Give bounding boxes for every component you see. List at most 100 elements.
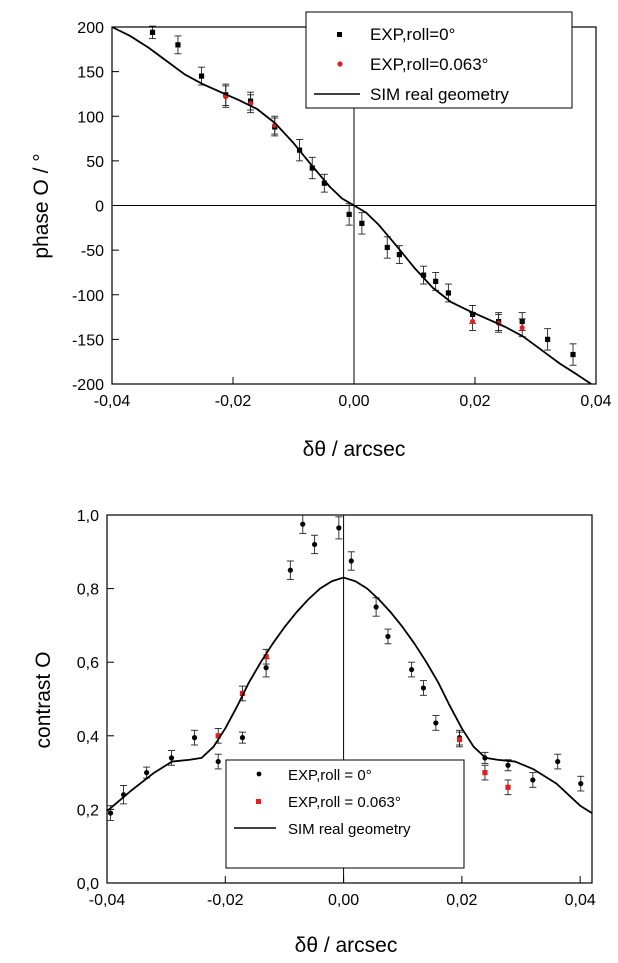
contrast-series0-point-21 bbox=[529, 772, 537, 788]
contrast-series1-point-3 bbox=[456, 731, 464, 748]
phase-marker-square bbox=[346, 211, 352, 218]
phase-marker-square bbox=[396, 251, 402, 258]
contrast-marker-square bbox=[482, 770, 488, 776]
contrast-marker-circle bbox=[555, 758, 561, 765]
contrast-x-axis-label: δθ / arcsec bbox=[295, 934, 398, 957]
phase-marker-square bbox=[321, 180, 327, 186]
phase-y-tick-label: -150 bbox=[72, 332, 104, 349]
contrast-marker-circle bbox=[409, 666, 415, 673]
contrast-series1-point-5 bbox=[504, 779, 512, 796]
contrast-marker-circle bbox=[300, 521, 306, 527]
contrast-y-tick-label: 0,2 bbox=[77, 802, 99, 819]
contrast-legend-label-exp-roll0: EXP,roll = 0° bbox=[288, 767, 372, 784]
contrast-marker-square bbox=[263, 654, 269, 660]
phase-series1-point-0 bbox=[222, 85, 230, 108]
phase-legend-marker-exp-roll063 bbox=[337, 61, 343, 67]
phase-marker-square bbox=[445, 290, 451, 296]
contrast-series0-point-14 bbox=[384, 628, 392, 645]
contrast-plot-frame bbox=[106, 514, 593, 884]
phase-marker-circle bbox=[469, 318, 476, 325]
contrast-y-tick-label: 0,0 bbox=[77, 876, 99, 893]
contrast-marker-square bbox=[505, 784, 511, 790]
phase-x-tick-label: -0,04 bbox=[94, 393, 131, 410]
contrast-series0-point-11 bbox=[335, 516, 343, 540]
phase-y-tick-label: 200 bbox=[77, 20, 104, 37]
phase-marker-square bbox=[384, 244, 390, 251]
phase-legend-label-sim: SIM real geometry bbox=[370, 85, 509, 104]
phase-series0-point-20 bbox=[569, 343, 577, 366]
phase-series1-point-2 bbox=[271, 115, 279, 135]
phase-legend-label-exp-roll063: EXP,roll=0.063° bbox=[370, 55, 489, 74]
contrast-marker-circle bbox=[168, 755, 175, 761]
contrast-marker-square bbox=[456, 736, 463, 743]
phase-y-tick-label: 0 bbox=[95, 199, 104, 216]
contrast-y-tick-label: 0,4 bbox=[77, 729, 99, 746]
contrast-marker-square bbox=[239, 690, 246, 697]
contrast-y-tick-label: 1,0 bbox=[77, 508, 99, 525]
contrast-legend-marker-exp-roll063 bbox=[256, 799, 261, 804]
phase-marker-square bbox=[359, 220, 365, 226]
contrast-series0-point-5 bbox=[214, 753, 222, 770]
contrast-series0-point-6 bbox=[238, 731, 246, 744]
contrast-marker-circle bbox=[505, 762, 511, 768]
phase-y-tick-label: -200 bbox=[72, 377, 104, 394]
phase-legend: EXP,roll=0° EXP,roll=0.063° SIM real geo… bbox=[305, 11, 573, 109]
contrast-marker-circle bbox=[191, 735, 198, 741]
contrast-marker-circle bbox=[373, 604, 379, 610]
phase-y-tick-label: -100 bbox=[72, 288, 104, 305]
contrast-marker-circle bbox=[578, 781, 584, 787]
contrast-x-tick-label: 0,02 bbox=[446, 892, 477, 909]
phase-series0-point-11 bbox=[383, 236, 391, 259]
contrast-marker-circle bbox=[144, 770, 150, 776]
contrast-series0-point-12 bbox=[347, 551, 355, 571]
phase-y-tick-label: 150 bbox=[77, 65, 104, 82]
phase-marker-square bbox=[198, 73, 205, 79]
phase-series0-point-7 bbox=[308, 156, 316, 180]
contrast-series0-point-23 bbox=[577, 775, 585, 792]
phase-x-tick-label: 0,00 bbox=[338, 393, 369, 410]
contrast-marker-circle bbox=[312, 541, 318, 548]
contrast-x-tick-label: 0,04 bbox=[565, 892, 596, 909]
phase-marker-square bbox=[309, 165, 315, 171]
phase-legend-marker-exp-roll0 bbox=[337, 32, 342, 37]
contrast-marker-circle bbox=[420, 685, 427, 691]
contrast-marker-circle bbox=[263, 665, 269, 671]
phase-y-tick-label: 50 bbox=[86, 154, 104, 171]
contrast-series0-point-13 bbox=[372, 597, 380, 617]
phase-legend-box bbox=[305, 11, 573, 109]
contrast-series1-point-4 bbox=[481, 764, 489, 781]
contrast-legend-label-exp-roll063: EXP,roll = 0.063° bbox=[288, 794, 401, 811]
contrast-marker-circle bbox=[530, 777, 536, 783]
contrast-series0-point-15 bbox=[408, 661, 416, 678]
contrast-marker-circle bbox=[433, 720, 439, 726]
phase-series0-point-9 bbox=[345, 203, 353, 226]
contrast-y-tick-label: 0,6 bbox=[77, 655, 99, 672]
phase-series0-point-1 bbox=[174, 35, 182, 55]
contrast-series0-point-9 bbox=[299, 514, 307, 534]
contrast-sim-curve bbox=[106, 576, 593, 814]
contrast-series0-point-10 bbox=[311, 534, 319, 555]
phase-marker-square bbox=[433, 278, 439, 284]
phase-x-axis-label: δθ / arcsec bbox=[303, 438, 406, 461]
phase-sim-curve bbox=[111, 26, 592, 385]
phase-chart: -0,04 -0,02 0,00 0,02 0,04 200 150 100 50 0 -50 -10… bbox=[30, 11, 612, 461]
phase-legend-label-exp-roll0: EXP,roll=0° bbox=[370, 25, 455, 44]
phase-y-axis-label: phase O / ° bbox=[30, 153, 53, 258]
phase-marker-circle bbox=[519, 325, 525, 331]
phase-x-tick-label: -0,02 bbox=[215, 393, 252, 410]
phase-x-tick-label: 0,04 bbox=[580, 393, 611, 410]
phase-series0-point-0 bbox=[149, 25, 157, 40]
phase-marker-square bbox=[570, 351, 576, 358]
contrast-series0-point-17 bbox=[432, 715, 440, 731]
phase-marker-square bbox=[545, 336, 551, 342]
contrast-y-tick-label: 0,8 bbox=[77, 582, 99, 599]
contrast-series0-point-22 bbox=[554, 753, 562, 770]
contrast-series0-point-8 bbox=[286, 560, 294, 580]
phase-y-tick-label: -50 bbox=[81, 243, 104, 260]
phase-marker-square bbox=[175, 42, 181, 48]
phase-series0-point-8 bbox=[320, 173, 328, 193]
contrast-legend-marker-exp-roll0 bbox=[256, 771, 262, 777]
phase-series0-point-10 bbox=[358, 212, 366, 235]
phase-chart-ticks: -0,04 -0,02 0,00 0,02 0,04 200 150 100 50 0 -50 -10… bbox=[72, 20, 612, 410]
